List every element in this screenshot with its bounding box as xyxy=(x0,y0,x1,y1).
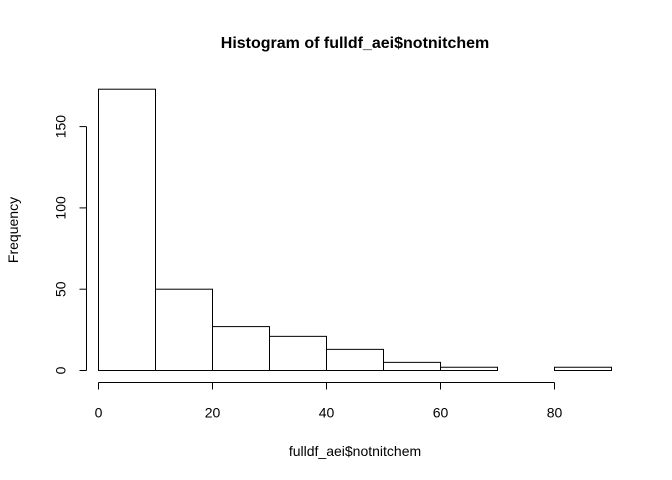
histogram-bar xyxy=(212,326,270,371)
y-tick-label: 150 xyxy=(53,115,69,139)
x-tick-label: 0 xyxy=(95,405,103,421)
histogram-bar xyxy=(155,288,213,372)
y-tick-label: 0 xyxy=(53,366,69,374)
x-axis-label: fulldf_aei$notnitchem xyxy=(289,443,421,459)
chart-title: Histogram of fulldf_aei$notnitchem xyxy=(221,35,489,52)
x-axis: 0 20 40 60 80 xyxy=(95,382,563,421)
histogram-bar xyxy=(269,335,327,372)
histogram-bar xyxy=(326,348,384,371)
y-axis: 0 50 100 150 xyxy=(53,115,87,374)
x-tick-label: 80 xyxy=(547,405,563,421)
x-tick-label: 20 xyxy=(205,405,221,421)
histogram-bar xyxy=(440,366,498,371)
bars-group xyxy=(98,88,612,372)
x-tick-label: 40 xyxy=(319,405,335,421)
y-axis-label: Frequency xyxy=(5,197,21,263)
y-tick-label: 50 xyxy=(53,281,69,297)
histogram-bar xyxy=(98,88,156,372)
y-tick-label: 100 xyxy=(53,196,69,220)
histogram-bar xyxy=(554,366,612,371)
x-tick-label: 60 xyxy=(433,405,449,421)
histogram-bar xyxy=(383,361,441,371)
